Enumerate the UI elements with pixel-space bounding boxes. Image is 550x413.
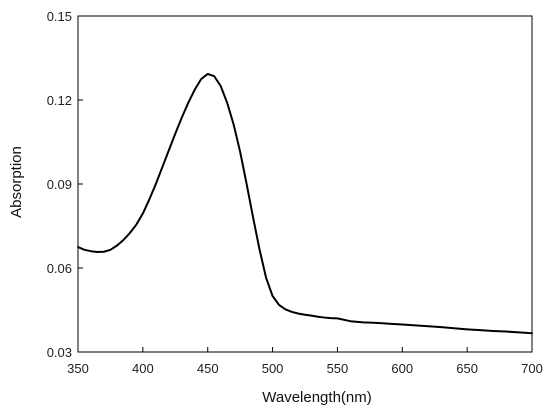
x-tick-label: 400 <box>132 361 154 376</box>
y-tick-label: 0.09 <box>47 177 72 192</box>
x-tick-label: 350 <box>67 361 89 376</box>
x-tick-label: 650 <box>456 361 478 376</box>
x-tick-label: 600 <box>391 361 413 376</box>
y-tick-label: 0.06 <box>47 261 72 276</box>
series-layer <box>77 72 533 335</box>
y-tick-label: 0.15 <box>47 9 72 24</box>
x-tick-label: 450 <box>197 361 219 376</box>
x-axis-label: Wavelength(nm) <box>262 389 371 406</box>
y-tick-label: 0.12 <box>47 93 72 108</box>
x-axis-ticks: 350 400 450 500 550 600 650 700 <box>67 347 543 376</box>
y-tick-label: 0.03 <box>47 345 72 360</box>
x-tick-label: 500 <box>262 361 284 376</box>
y-axis-ticks: 0.03 0.06 0.09 0.12 0.15 <box>47 9 83 360</box>
x-tick-label: 550 <box>327 361 349 376</box>
x-tick-label: 700 <box>521 361 543 376</box>
y-axis-label: Absorption <box>8 146 25 218</box>
absorption-spectrum-line <box>77 72 533 335</box>
